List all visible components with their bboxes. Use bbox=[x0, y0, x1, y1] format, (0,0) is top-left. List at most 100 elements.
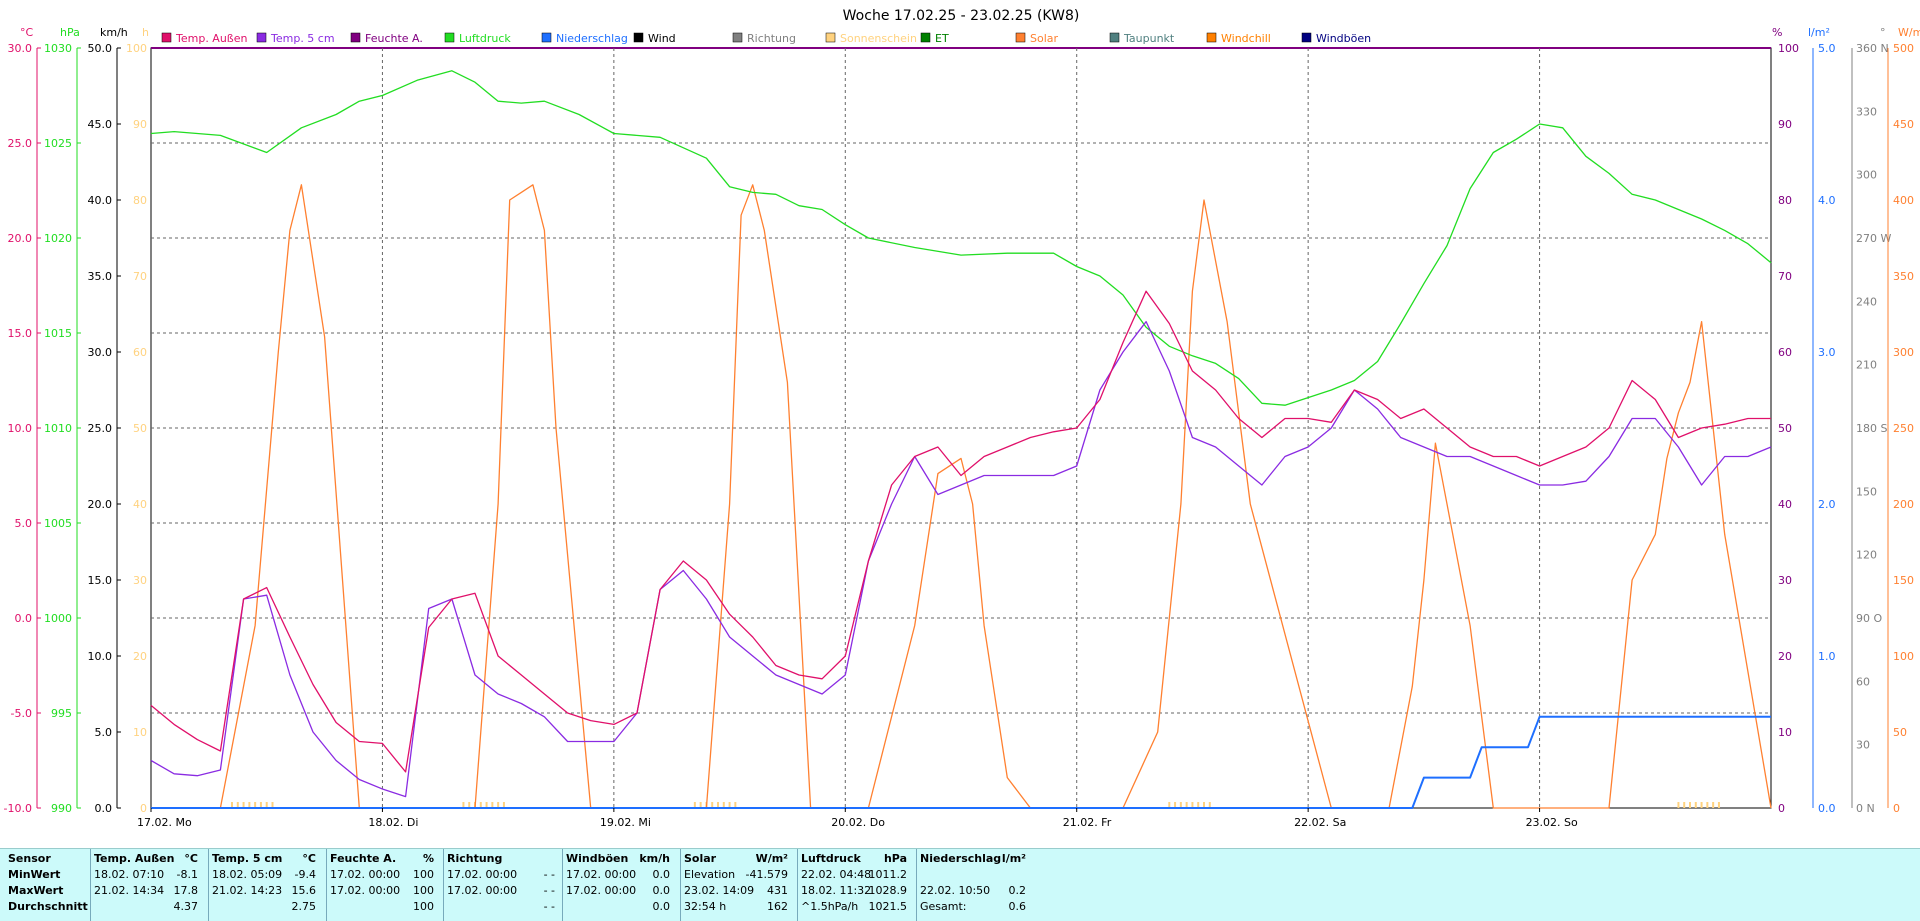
axis-tick-label: 200 bbox=[1893, 498, 1914, 511]
stats-cell-value: - - bbox=[543, 884, 555, 897]
legend-swatch bbox=[256, 32, 267, 43]
stats-cell-value: 2.75 bbox=[291, 900, 317, 913]
stats-cell-label: Gesamt: bbox=[920, 900, 967, 913]
axis-tick-label: 0 N bbox=[1856, 802, 1875, 815]
stats-cell-label: 18.02. 11:32 bbox=[801, 884, 872, 897]
stats-cell-value: 4.37 bbox=[173, 900, 199, 913]
axis-tick-label: 450 bbox=[1893, 118, 1914, 131]
axis-tick-label: 10 bbox=[133, 726, 147, 739]
stats-row: 21.02. 14:23 15.6 bbox=[212, 883, 316, 899]
table-separator bbox=[680, 849, 681, 921]
legend-item: ET bbox=[920, 32, 949, 45]
x-tick-label: 21.02. Fr bbox=[1063, 816, 1112, 829]
legend-swatch bbox=[825, 32, 836, 43]
stats-row: - - bbox=[447, 899, 555, 915]
legend-item: Taupunkt bbox=[1109, 32, 1175, 45]
axis-tick-label: 360 N bbox=[1856, 42, 1889, 55]
legend-item: Windchill bbox=[1206, 32, 1271, 45]
x-tick-label: 19.02. Mi bbox=[600, 816, 651, 829]
table-separator bbox=[797, 849, 798, 921]
axis-tick-label: 15.0 bbox=[88, 574, 113, 587]
axis-tick-label: 25.0 bbox=[88, 422, 113, 435]
axis-tick-label: 40 bbox=[1778, 498, 1792, 511]
x-axis-labels: 17.02. Mo 18.02. Di 19.02. Mi 20.02. Do 21.0… bbox=[137, 808, 1578, 829]
stats-cell-label: 32:54 h bbox=[684, 900, 727, 913]
series-line-solar bbox=[151, 184, 1772, 809]
legend-item: Niederschlag bbox=[541, 32, 628, 45]
axis-tick-label: 0 bbox=[1893, 802, 1900, 815]
legend-item: Feuchte A. bbox=[350, 32, 423, 45]
stats-cell-value: 0.6 bbox=[1008, 900, 1027, 913]
axis-tick-label: 1010 bbox=[44, 422, 72, 435]
axis-tick-label: 400 bbox=[1893, 194, 1914, 207]
axis-tick-label: 0.0 bbox=[15, 612, 33, 625]
legend-swatch bbox=[633, 32, 644, 43]
axis-tick-label: 330 bbox=[1856, 105, 1877, 118]
axis-tick-label: 0 bbox=[140, 802, 147, 815]
axis-unit: % bbox=[1772, 26, 1782, 39]
stats-cell-value: - - bbox=[543, 900, 555, 913]
stats-cell-label: 17.02. 00:00 bbox=[566, 884, 637, 897]
legend-label: Solar bbox=[1030, 32, 1059, 45]
x-tick-label: 20.02. Do bbox=[831, 816, 885, 829]
stats-cell-value: 0.0 bbox=[652, 868, 671, 881]
stats-cell-label: 21.02. 14:23 bbox=[212, 884, 283, 897]
legend-swatch bbox=[161, 32, 172, 43]
legend-swatch bbox=[444, 32, 455, 43]
legend-label: ET bbox=[935, 32, 949, 45]
stats-cell-value: 100 bbox=[413, 884, 434, 897]
stats-cell-label: ^1.5hPa/h bbox=[801, 900, 859, 913]
stats-cell-label: 17.02. 00:00 bbox=[330, 884, 401, 897]
stats-row: MinWert bbox=[8, 868, 61, 881]
stats-cell-value: 1011.2 bbox=[868, 868, 908, 881]
stats-row: 22.02. 04:48 1011.2 bbox=[801, 867, 907, 883]
stats-cell-value: 1028.9 bbox=[868, 884, 908, 897]
left-axis: hPa 1030 1025 1020 1015 1010 1005 1000 995 990 bbox=[44, 26, 81, 815]
x-tick-label: 17.02. Mo bbox=[137, 816, 192, 829]
axis-tick-label: 0.0 bbox=[95, 802, 113, 815]
legend-label: Niederschlag bbox=[556, 32, 628, 45]
stats-row: 100 bbox=[330, 899, 434, 915]
table-separator bbox=[562, 849, 563, 921]
axis-tick-label: 0.0 bbox=[1818, 802, 1836, 815]
axis-tick-label: 4.0 bbox=[1818, 194, 1836, 207]
stats-cell-value: -41.579 bbox=[745, 868, 788, 881]
stats-row: Durchschnitt bbox=[8, 900, 88, 913]
stats-cell-value: 0.2 bbox=[1008, 884, 1027, 897]
stats-cell-label: 22.02. 10:50 bbox=[920, 884, 991, 897]
stats-cell-value: 100 bbox=[413, 868, 434, 881]
legend-item: Sonnenschein bbox=[825, 32, 917, 45]
stats-row bbox=[920, 867, 1026, 883]
stats-row: 32:54 h 162 bbox=[684, 899, 788, 915]
axis-tick-label: 250 bbox=[1893, 422, 1914, 435]
axis-tick-label: 270 W bbox=[1856, 232, 1891, 245]
stats-unit: % bbox=[422, 852, 434, 865]
axis-tick-label: 90 bbox=[133, 118, 147, 131]
axis-tick-label: 2.0 bbox=[1818, 498, 1836, 511]
legend-item: Solar bbox=[1015, 32, 1059, 45]
axis-tick-label: 60 bbox=[133, 346, 147, 359]
legend-label: Taupunkt bbox=[1123, 32, 1175, 45]
axis-tick-label: 30 bbox=[133, 574, 147, 587]
stats-column-richtung: Richtung 17.02. 00:00 - - 17.02. 00:00 - - - … bbox=[447, 851, 555, 915]
axis-tick-label: -5.0 bbox=[11, 707, 32, 720]
axis-tick-label: 10.0 bbox=[8, 422, 33, 435]
stats-cell-label: 22.02. 04:48 bbox=[801, 868, 872, 881]
axis-tick-label: 25.0 bbox=[8, 137, 33, 150]
axis-tick-label: 20 bbox=[1778, 650, 1792, 663]
stats-row: 23.02. 14:09 431 bbox=[684, 883, 788, 899]
stats-header: Temp. Außen bbox=[94, 852, 175, 865]
axis-tick-label: 15.0 bbox=[8, 327, 33, 340]
stats-unit: l/m² bbox=[1001, 852, 1026, 865]
stats-column-temp-aussen: Temp. Außen °C 18.02. 07:10 -8.1 21.02. 14:3… bbox=[94, 851, 198, 915]
legend-swatch bbox=[1206, 32, 1217, 43]
stats-cell-label: 17.02. 00:00 bbox=[566, 868, 637, 881]
table-separator bbox=[326, 849, 327, 921]
stats-row: 18.02. 11:32 1028.9 bbox=[801, 883, 907, 899]
table-separator bbox=[90, 849, 91, 921]
stats-cell-label: 17.02. 00:00 bbox=[447, 884, 518, 897]
stats-column-niederschlag: Niederschlag l/m² 22.02. 10:50 0.2 Gesamt: 0.… bbox=[920, 851, 1026, 915]
legend-item: Richtung bbox=[732, 32, 796, 45]
axis-tick-label: 20 bbox=[133, 650, 147, 663]
stats-row: 17.02. 00:00 100 bbox=[330, 867, 434, 883]
